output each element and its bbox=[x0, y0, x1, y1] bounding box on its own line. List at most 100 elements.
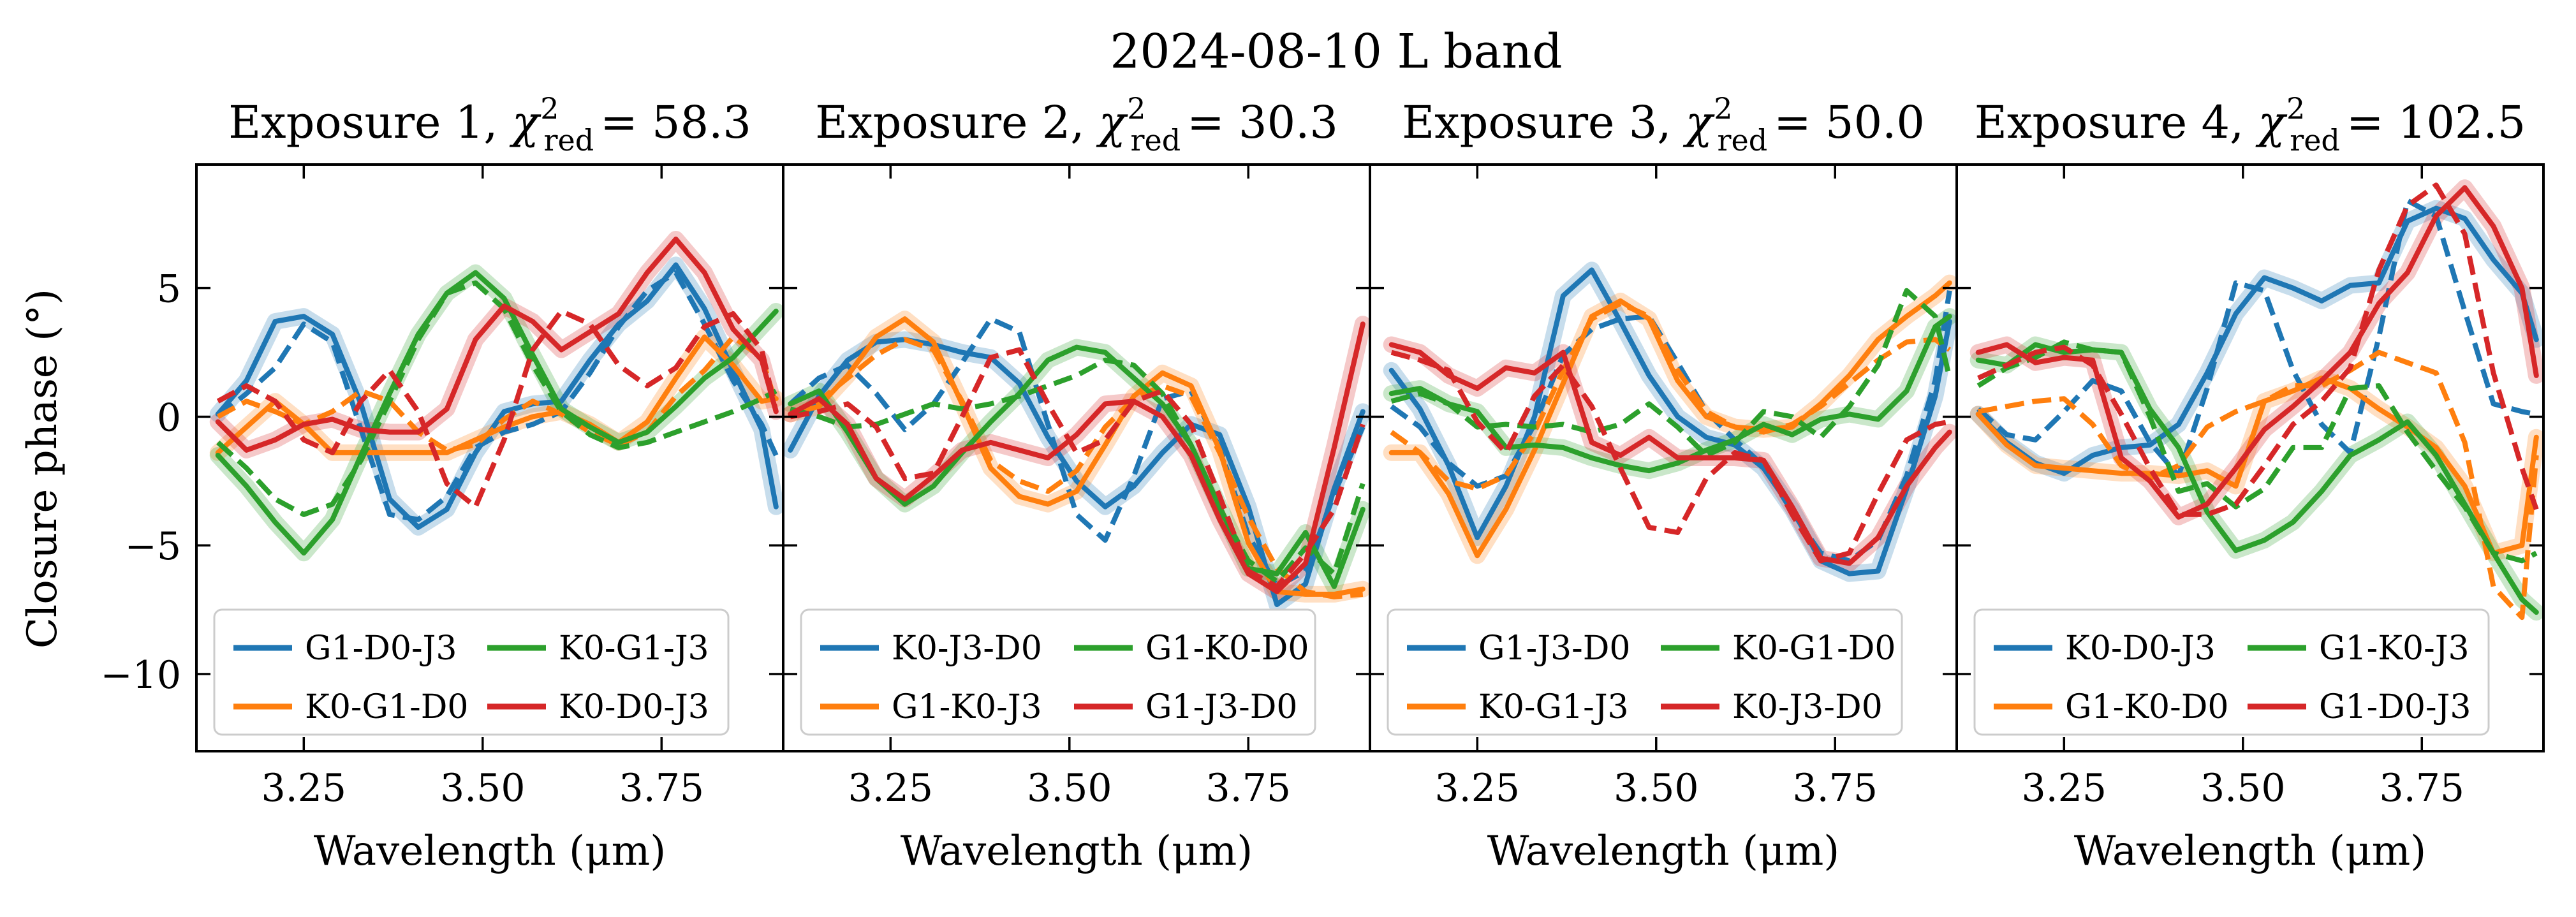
legend: K0-J3-D0 G1-K0-D0 G1-K0-J3 G1-J3-D0 bbox=[800, 608, 1316, 736]
axes-frame bbox=[1955, 163, 2545, 752]
legend: G1-D0-J3 K0-G1-J3 K0-G1-D0 K0-D0-J3 bbox=[213, 608, 730, 736]
legend: G1-J3-D0 K0-G1-D0 K0-G1-J3 K0-J3-D0 bbox=[1387, 608, 1903, 736]
series-model-line-G1-D0-J3 bbox=[216, 270, 779, 522]
title-prefix: Exposure 4, bbox=[1975, 96, 2258, 149]
legend-label: G1-J3-D0 bbox=[1478, 629, 1630, 668]
series-uncertainty-band-G1-K0-J3 bbox=[783, 311, 1370, 603]
chi-subscript: red bbox=[543, 123, 594, 158]
series-data-line-G1-K0-D0 bbox=[1975, 375, 2539, 556]
panel-exposure-3: Exposure 3, χ2 red = 50.0 3.25 3.50 3.75 Wavel… bbox=[1369, 91, 1958, 875]
series-data-line-G1-K0-J3 bbox=[788, 316, 1365, 597]
series-model-line-K0-G1-D0 bbox=[216, 334, 779, 453]
legend-label: K0-G1-J3 bbox=[559, 629, 709, 668]
chi-subscript: red bbox=[1130, 123, 1181, 158]
panels: Exposure 1, χ2 red = 58.350−5−103.25 3.50 3.… bbox=[100, 91, 2545, 875]
series-model-line-K0-J3-D0 bbox=[1390, 349, 1950, 564]
legend-label: G1-K0-J3 bbox=[892, 688, 1042, 726]
series-data-line-K0-J3-D0 bbox=[1388, 342, 1952, 566]
x-tick-label: 3.25 bbox=[1434, 766, 1520, 811]
legend-label: K0-G1-J3 bbox=[1478, 688, 1629, 726]
series-model-line-G1-K0-D0 bbox=[1977, 349, 2539, 620]
y-tick-label: 0 bbox=[157, 395, 181, 440]
series-model-line-K0-G1-J3 bbox=[1390, 300, 1952, 492]
panel-exposure-2: Exposure 2, χ2 red = 30.3 3.25 3.50 3.75 Wavel… bbox=[782, 91, 1371, 875]
y-axis-label: Closure phase (°) bbox=[19, 289, 66, 649]
panel-title: Exposure 4, χ2 red = 102.5 bbox=[1975, 91, 2526, 158]
x-tick-label: 3.75 bbox=[619, 766, 704, 811]
x-tick-label: 3.25 bbox=[848, 766, 933, 811]
title-value: = 30.3 bbox=[1187, 96, 1338, 149]
series-model-line-K0-J3-D0 bbox=[788, 316, 1365, 589]
y-tick-label: −5 bbox=[125, 524, 181, 569]
panel-exposure-1: Exposure 1, χ2 red = 58.3 5 0 −5 −10 3.25 3.50 3.… bbox=[100, 91, 784, 875]
series-model-line-G1-D0-J3 bbox=[1977, 182, 2539, 517]
panel-title: Exposure 3, χ2 red = 50.0 bbox=[1402, 91, 1925, 158]
chi-subscript: red bbox=[1717, 123, 1767, 158]
x-tick-label: 3.75 bbox=[1205, 766, 1291, 811]
series-data-line-G1-J3-D0 bbox=[788, 321, 1365, 594]
x-tick-label: 3.50 bbox=[2200, 766, 2286, 811]
chi-symbol: χ bbox=[2255, 96, 2288, 149]
legend-label: G1-D0-J3 bbox=[305, 629, 457, 668]
x-tick-label: 3.25 bbox=[261, 766, 346, 811]
x-axis-label: Wavelength (μm) bbox=[1487, 828, 1839, 875]
x-axis-label: Wavelength (μm) bbox=[901, 828, 1253, 875]
y-tick-label: 5 bbox=[157, 267, 181, 312]
chi-subscript: red bbox=[2290, 123, 2340, 158]
x-axis-label: Wavelength (μm) bbox=[2074, 828, 2426, 875]
legend-label: G1-D0-J3 bbox=[2319, 688, 2471, 726]
legend-box bbox=[213, 608, 730, 736]
chi-superscript: 2 bbox=[540, 91, 559, 126]
series-data-line-G1-J3-D0 bbox=[1388, 267, 1952, 576]
chi-superscript: 2 bbox=[2286, 91, 2305, 126]
series-data-line-K0-D0-J3 bbox=[215, 237, 779, 453]
figure-suptitle: 2024-08-10 L band bbox=[1110, 24, 1562, 79]
legend-label: G1-J3-D0 bbox=[1145, 688, 1297, 726]
y-tick-label: −10 bbox=[100, 653, 181, 698]
title-value: = 50.0 bbox=[1774, 96, 1925, 149]
series-model-line-G1-K0-J3 bbox=[789, 337, 1364, 599]
chi-symbol: χ bbox=[1682, 96, 1715, 149]
series-data-line-K0-G1-J3 bbox=[1388, 280, 1952, 559]
plot-area bbox=[1969, 179, 2543, 621]
series-data-line-G1-K0-J3 bbox=[1975, 342, 2539, 615]
x-axis-label: Wavelength (μm) bbox=[314, 828, 666, 875]
panel-title: Exposure 2, χ2 red = 30.3 bbox=[815, 91, 1338, 158]
panel-exposure-4: Exposure 4, χ2 red = 102.5 3.25 3.50 3.75 Wave… bbox=[1955, 91, 2545, 875]
x-tick-label: 3.50 bbox=[1027, 766, 1112, 811]
chi-symbol: χ bbox=[509, 96, 541, 149]
legend-label: G1-K0-D0 bbox=[2065, 688, 2228, 726]
legend-label: K0-J3-D0 bbox=[1732, 688, 1883, 726]
legend-label: G1-K0-J3 bbox=[2319, 629, 2469, 668]
title-prefix: Exposure 2, bbox=[815, 96, 1099, 149]
series-model-line-K0-D0-J3 bbox=[1976, 198, 2537, 479]
plot-area bbox=[209, 231, 783, 562]
title-prefix: Exposure 3, bbox=[1402, 96, 1686, 149]
chi-superscript: 2 bbox=[1127, 91, 1145, 126]
series-data-line-K0-G1-D0 bbox=[1388, 314, 1952, 474]
series-model-line-K0-G1-D0 bbox=[1390, 288, 1952, 458]
legend-box bbox=[1973, 608, 2490, 736]
legend: K0-D0-J3 G1-K0-J3 G1-K0-D0 G1-D0-J3 bbox=[1973, 608, 2490, 736]
title-prefix: Exposure 1, bbox=[228, 96, 512, 149]
series-model-line-G1-J3-D0 bbox=[790, 347, 1365, 589]
title-value: = 102.5 bbox=[2346, 96, 2526, 149]
x-tick-label: 3.50 bbox=[1614, 766, 1699, 811]
chi-superscript: 2 bbox=[1714, 91, 1732, 126]
legend-label: K0-D0-J3 bbox=[2065, 629, 2216, 668]
series-data-line-K0-G1-D0 bbox=[215, 334, 779, 455]
x-tick-label: 3.25 bbox=[2021, 766, 2107, 811]
legend-box bbox=[1387, 608, 1903, 736]
legend-label: K0-J3-D0 bbox=[892, 629, 1042, 668]
legend-label: K0-G1-D0 bbox=[305, 688, 468, 726]
panel-title: Exposure 1, χ2 red = 58.3 bbox=[228, 91, 751, 158]
x-tick-label: 3.50 bbox=[440, 766, 526, 811]
chi-symbol: χ bbox=[1096, 96, 1128, 149]
legend-box bbox=[800, 608, 1316, 736]
plot-area bbox=[783, 311, 1370, 613]
legend-label: G1-K0-D0 bbox=[1145, 629, 1309, 668]
title-value: = 58.3 bbox=[600, 96, 751, 149]
series-data-line-K0-G1-J3 bbox=[215, 270, 779, 556]
legend-label: K0-D0-J3 bbox=[559, 688, 709, 726]
